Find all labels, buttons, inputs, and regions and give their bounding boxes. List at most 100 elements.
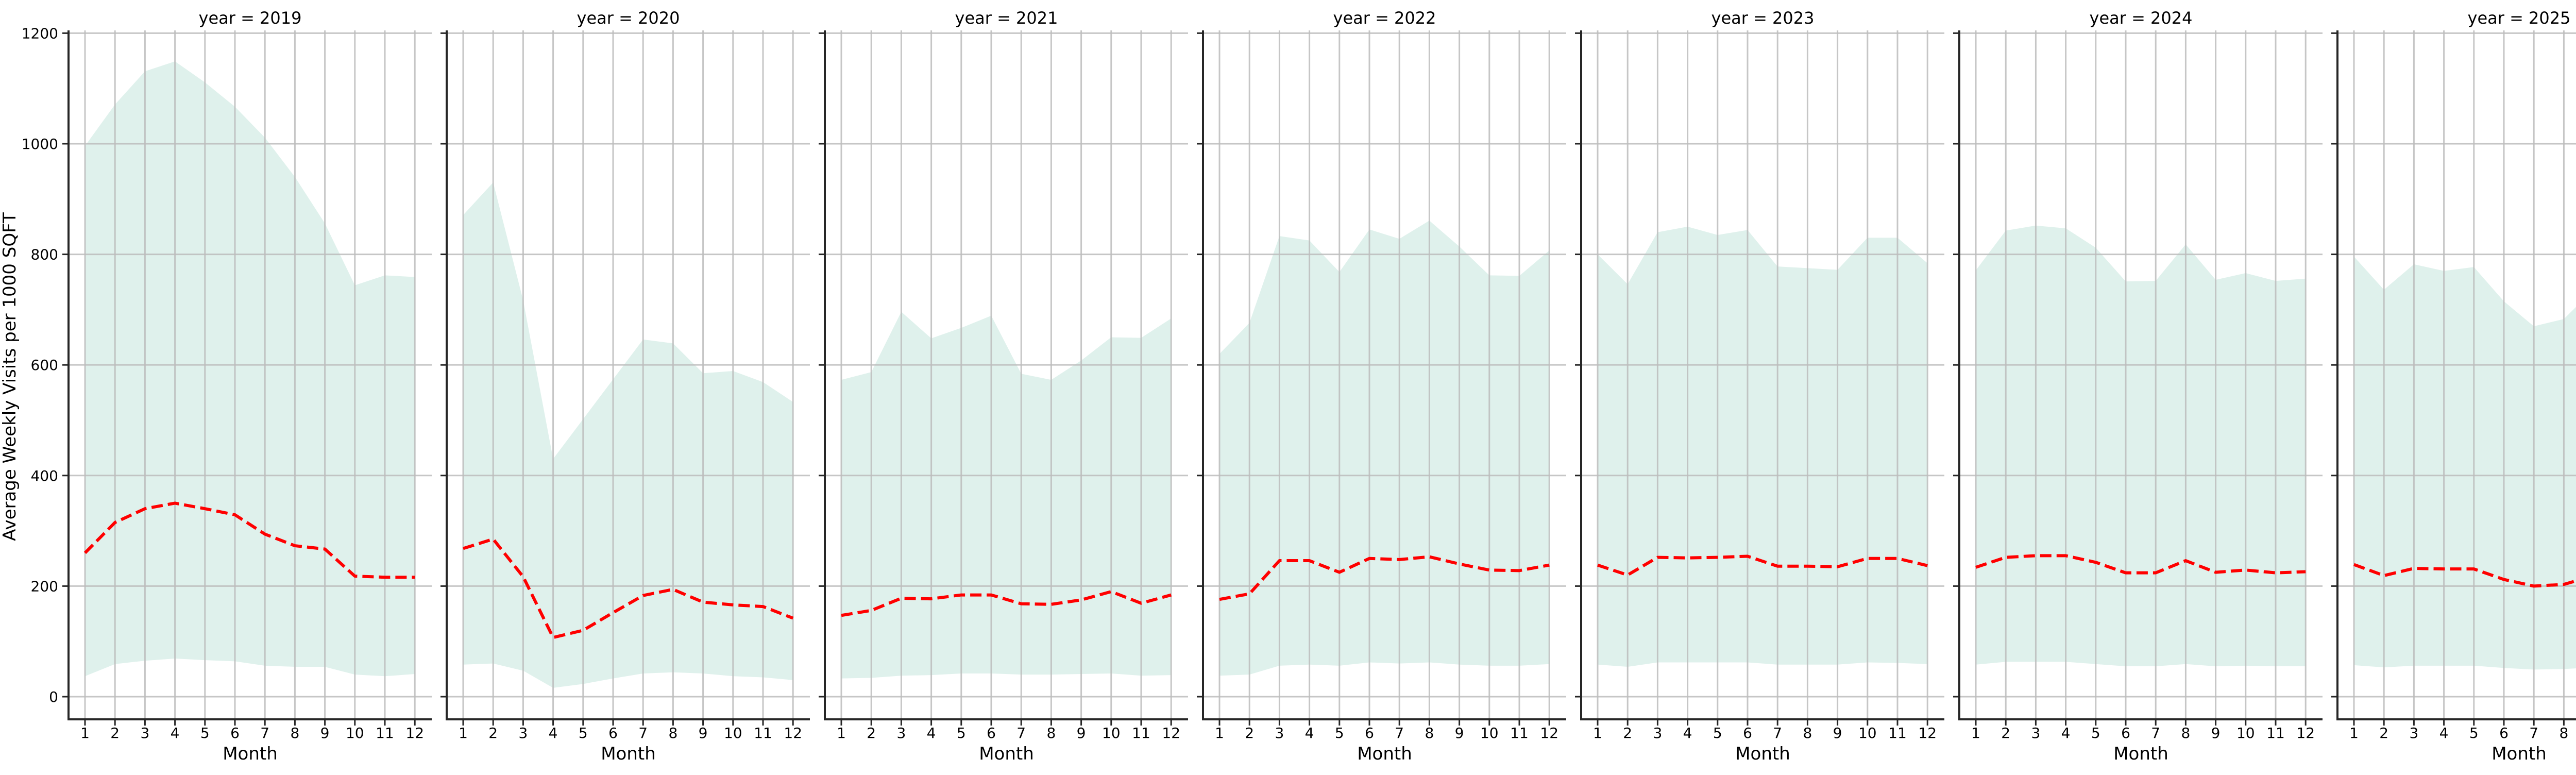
x-tick-label: 5: [579, 725, 588, 742]
percentile-band: [85, 61, 415, 677]
x-tick-label: 11: [1510, 725, 1529, 742]
x-tick-label: 12: [1162, 725, 1180, 742]
x-tick-label: 6: [2499, 725, 2509, 742]
percentile-band: [1219, 221, 1550, 676]
x-tick-label: 3: [2031, 725, 2040, 742]
x-tick-label: 4: [2061, 725, 2071, 742]
y-tick-label: 400: [31, 467, 58, 484]
percentile-band: [463, 182, 793, 688]
x-tick-label: 3: [1653, 725, 1662, 742]
x-tick-label: 5: [200, 725, 210, 742]
x-tick-label: 7: [638, 725, 648, 742]
x-axis-label: Month: [1357, 744, 1412, 764]
x-tick-label: 4: [1305, 725, 1314, 742]
x-tick-label: 6: [1743, 725, 1752, 742]
median-line: [463, 537, 794, 639]
percentile-band: [2354, 256, 2576, 670]
x-tick-label: 8: [1803, 725, 1812, 742]
x-tick-label: 10: [1480, 725, 1499, 742]
percentile-band: [1976, 225, 2306, 666]
x-tick-label: 1: [1215, 725, 1224, 742]
x-tick-label: 4: [1683, 725, 1692, 742]
y-tick-label: 1200: [22, 25, 58, 42]
x-tick-label: 12: [784, 725, 802, 742]
x-tick-label: 5: [1335, 725, 1344, 742]
x-tick-label: 2: [1623, 725, 1632, 742]
x-tick-label: 9: [320, 725, 330, 742]
x-tick-label: 9: [2211, 725, 2221, 742]
panel-title: year = 2021: [955, 8, 1058, 28]
y-tick-label: 0: [49, 688, 58, 705]
percentile-band: [841, 312, 1172, 679]
x-tick-label: 4: [2439, 725, 2449, 742]
x-tick-label: 8: [1046, 725, 1056, 742]
x-tick-label: 2: [110, 725, 120, 742]
panel-title: year = 2025: [2468, 8, 2571, 28]
x-tick-label: 11: [1132, 725, 1150, 742]
x-tick-label: 5: [957, 725, 966, 742]
panel-title: year = 2024: [2090, 8, 2193, 28]
x-tick-label: 7: [1395, 725, 1404, 742]
x-tick-label: 7: [1016, 725, 1026, 742]
median-line: [2353, 563, 2576, 588]
x-tick-label: 8: [2181, 725, 2190, 742]
x-tick-label: 2: [1245, 725, 1254, 742]
x-tick-label: 2: [2001, 725, 2010, 742]
x-tick-label: 6: [1365, 725, 1374, 742]
x-tick-label: 6: [608, 725, 618, 742]
x-tick-label: 1: [837, 725, 846, 742]
x-tick-label: 2: [867, 725, 876, 742]
percentile-band: [1598, 226, 1928, 667]
x-tick-label: 9: [1077, 725, 1086, 742]
x-axis-label: Month: [223, 744, 278, 764]
median-line: [83, 501, 415, 579]
x-tick-label: 10: [724, 725, 742, 742]
x-tick-label: 12: [1918, 725, 1937, 742]
x-tick-label: 4: [549, 725, 558, 742]
x-tick-label: 3: [896, 725, 906, 742]
median-line: [841, 590, 1172, 617]
y-tick-label: 1000: [22, 136, 58, 153]
x-tick-label: 3: [2409, 725, 2418, 742]
x-tick-label: 3: [518, 725, 528, 742]
y-tick-label: 600: [31, 357, 58, 374]
x-tick-label: 5: [2469, 725, 2479, 742]
x-tick-label: 12: [405, 725, 424, 742]
x-tick-label: 11: [754, 725, 772, 742]
x-tick-label: 9: [699, 725, 708, 742]
x-tick-label: 8: [2559, 725, 2568, 742]
x-tick-label: 8: [1425, 725, 1434, 742]
x-tick-label: 11: [1888, 725, 1907, 742]
x-tick-label: 8: [668, 725, 677, 742]
x-tick-label: 1: [80, 725, 90, 742]
x-tick-label: 10: [2236, 725, 2255, 742]
x-tick-label: 11: [376, 725, 394, 742]
x-tick-label: 8: [290, 725, 299, 742]
x-tick-label: 1: [459, 725, 468, 742]
x-tick-label: 10: [1102, 725, 1121, 742]
x-tick-label: 12: [2296, 725, 2315, 742]
panel-title: year = 2020: [577, 8, 680, 28]
x-axis-label: Month: [2113, 744, 2168, 764]
y-tick-label: 200: [31, 578, 58, 595]
x-tick-label: 11: [2266, 725, 2285, 742]
panel-title: year = 2019: [199, 8, 302, 28]
x-tick-label: 3: [1275, 725, 1284, 742]
x-tick-label: 4: [927, 725, 936, 742]
x-tick-label: 10: [346, 725, 364, 742]
x-tick-label: 6: [2121, 725, 2130, 742]
y-axis-label: Average Weekly Visits per 1000 SQFT: [0, 212, 20, 541]
median-line: [1597, 554, 1928, 577]
x-tick-label: 9: [1833, 725, 1842, 742]
x-tick-label: 1: [1971, 725, 1980, 742]
x-tick-label: 6: [230, 725, 240, 742]
x-tick-label: 1: [2349, 725, 2359, 742]
